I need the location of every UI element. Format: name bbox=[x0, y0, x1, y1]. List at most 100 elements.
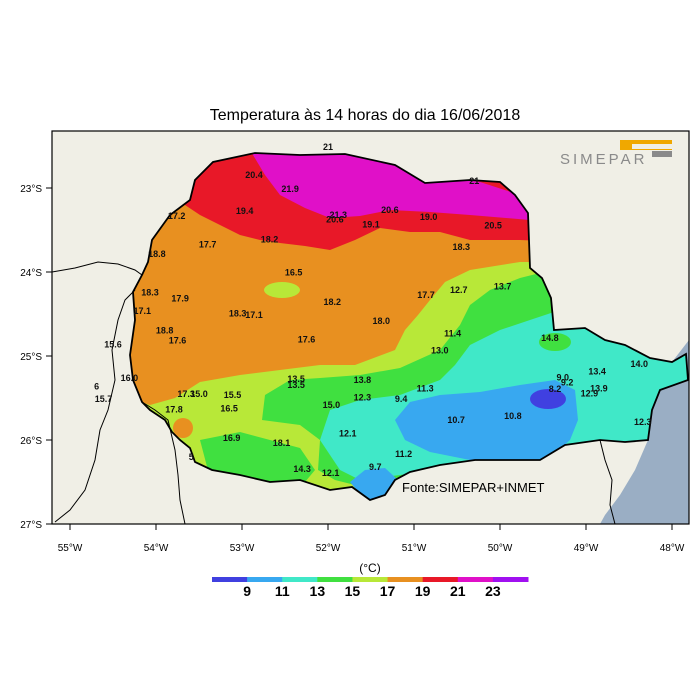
lon-tick-label: 50°W bbox=[488, 543, 513, 554]
observation-value: 19.0 bbox=[420, 212, 438, 222]
lat-tick-label: 23°S bbox=[20, 184, 42, 195]
observation-value: 19.4 bbox=[236, 206, 254, 216]
observation-value: 18.3 bbox=[141, 288, 159, 298]
observation-value: 18.1 bbox=[273, 438, 291, 448]
map-frame bbox=[51, 130, 690, 525]
colorbar-label: 21 bbox=[450, 583, 466, 599]
observation-value: 12.3 bbox=[634, 417, 652, 427]
observation-value: 17.2 bbox=[168, 211, 186, 221]
observation-value: 18.3 bbox=[229, 309, 247, 319]
observation-value: 18.8 bbox=[148, 249, 166, 259]
simepar-logo: SIMEPAR bbox=[560, 140, 672, 168]
observation-value: 20.6 bbox=[326, 214, 344, 224]
observation-value: 17.8 bbox=[165, 404, 183, 414]
colorbar-label: 17 bbox=[380, 583, 396, 599]
observation-value: 17.7 bbox=[199, 240, 217, 250]
observation-value: 15.0 bbox=[190, 389, 208, 399]
observation-value: 10.8 bbox=[504, 411, 522, 421]
observation-value: 14.3 bbox=[293, 464, 311, 474]
observation-value: 9.7 bbox=[369, 462, 382, 472]
observation-value: 13.5 bbox=[287, 380, 305, 390]
colorbar-label: 9 bbox=[243, 583, 251, 599]
observation-value: 18.0 bbox=[373, 316, 391, 326]
observation-value: 13.9 bbox=[590, 383, 608, 393]
border-ms-sp bbox=[52, 261, 143, 276]
colorbar-segment bbox=[457, 577, 494, 582]
lat-tick-label: 27°S bbox=[20, 520, 42, 531]
observation-value: 21.9 bbox=[281, 184, 299, 194]
lon-tick-label: 51°W bbox=[402, 543, 427, 554]
observation-value: 12.1 bbox=[322, 468, 340, 478]
lon-tick-label: 53°W bbox=[230, 543, 255, 554]
border-argentina bbox=[141, 401, 186, 524]
parana-border bbox=[129, 152, 689, 501]
observation-value: 18.8 bbox=[156, 325, 174, 335]
observation-value: 11.4 bbox=[444, 329, 461, 339]
map-title: Temperatura às 14 horas do dia 16/06/201… bbox=[209, 107, 521, 124]
observation-value: 9.2 bbox=[561, 377, 574, 387]
observation-value: 13.5 bbox=[287, 374, 305, 384]
observation-value: 17.6 bbox=[298, 335, 316, 345]
colorbar-segment bbox=[492, 577, 529, 582]
observation-value: 10.7 bbox=[447, 415, 465, 425]
observation-value: 13.7 bbox=[494, 282, 512, 292]
observation-value: 13.4 bbox=[588, 366, 606, 376]
observation-value: 21.3 bbox=[330, 210, 348, 220]
observation-value: 18.2 bbox=[261, 235, 279, 245]
observation-value: 18.3 bbox=[453, 242, 471, 252]
observation-value: 21 bbox=[323, 142, 333, 152]
observation-value: 17.1 bbox=[245, 310, 263, 320]
observation-value: 9.0 bbox=[557, 372, 570, 382]
observation-value: 16.9 bbox=[223, 433, 241, 443]
lat-tick-label: 26°S bbox=[20, 436, 42, 447]
colorbar-segment bbox=[247, 577, 283, 582]
colorbar-label: 11 bbox=[275, 583, 290, 599]
lon-tick-label: 52°W bbox=[316, 543, 341, 554]
logo-text: SIMEPAR bbox=[560, 151, 647, 168]
observation-value: 17.3 bbox=[177, 389, 195, 399]
observation-value: 18.2 bbox=[324, 297, 342, 307]
lon-tick-label: 48°W bbox=[660, 543, 685, 554]
observation-value: 6 bbox=[94, 382, 99, 392]
colorbar-label: 23 bbox=[485, 583, 501, 599]
observation-value: 17.6 bbox=[169, 335, 187, 345]
observation-labels: 20.421.919.420.621.320.619.119.020.517.2… bbox=[94, 142, 651, 478]
observation-value: 20.4 bbox=[245, 170, 263, 180]
observation-value: 5 bbox=[189, 452, 194, 462]
colorbar-segment bbox=[387, 577, 424, 582]
observation-value: 17.7 bbox=[417, 290, 435, 300]
observation-value: 12.9 bbox=[581, 388, 599, 398]
observation-value: 20.5 bbox=[484, 220, 502, 230]
latitude-axis: 23°S 24°S 25°S 26°S 27°S bbox=[20, 184, 52, 531]
colorbar-segment bbox=[422, 577, 459, 582]
observation-value: 15.0 bbox=[323, 400, 341, 410]
observation-value: 14.8 bbox=[541, 333, 559, 343]
lat-tick-label: 25°S bbox=[20, 352, 42, 363]
colorbar-label: 15 bbox=[345, 583, 361, 599]
observation-value: 12.3 bbox=[354, 393, 372, 403]
observation-value: 19.1 bbox=[362, 219, 380, 229]
observation-value: 15.6 bbox=[104, 340, 122, 350]
observation-value: 17.9 bbox=[171, 293, 189, 303]
observation-value: 15.7 bbox=[95, 394, 113, 404]
observation-value: 11.3 bbox=[417, 383, 434, 393]
source-label: Fonte:SIMEPAR+INMET bbox=[402, 480, 544, 495]
observation-value: 13.8 bbox=[354, 375, 372, 385]
colorbar-segment bbox=[352, 577, 389, 582]
observation-value: 12.7 bbox=[450, 285, 468, 295]
observation-value: 13.0 bbox=[431, 345, 449, 355]
colorbar-segment bbox=[282, 577, 318, 582]
border-paraguay bbox=[54, 289, 136, 523]
observation-value: 21 bbox=[469, 176, 479, 186]
observation-value: 14.0 bbox=[631, 359, 649, 369]
colorbar-unit: (°C) bbox=[359, 561, 380, 575]
observation-value: 16.5 bbox=[220, 403, 238, 413]
longitude-axis: 55°W 54°W 53°W 52°W 51°W 50°W 49°W 48°W bbox=[58, 524, 685, 554]
observation-value: 15.5 bbox=[224, 390, 242, 400]
lat-tick-label: 24°S bbox=[20, 268, 42, 279]
observation-value: 9.4 bbox=[395, 394, 408, 404]
lon-tick-label: 55°W bbox=[58, 543, 83, 554]
colorbar-label: 13 bbox=[310, 583, 326, 599]
observation-value: 16.0 bbox=[121, 373, 139, 383]
colorbar-label: 19 bbox=[415, 583, 431, 599]
